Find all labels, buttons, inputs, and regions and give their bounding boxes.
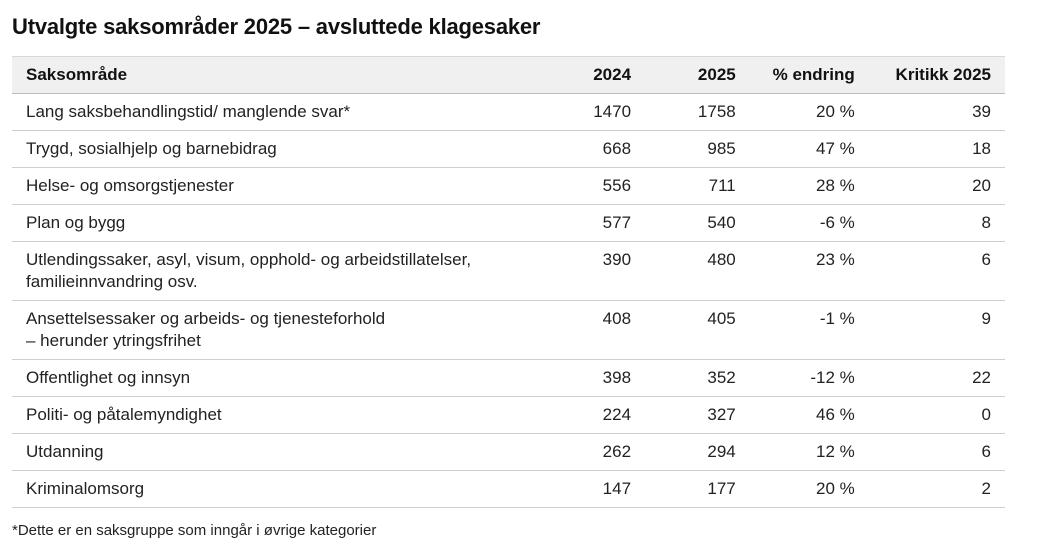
cell-2024: 668 (548, 130, 646, 168)
cell-kritikk: 6 (868, 241, 1005, 301)
data-table: Saksområde 2024 2025 % endring Kritikk 2… (12, 56, 1005, 508)
cell-saksomrade-line: Helse- og omsorgstjenester (26, 176, 234, 195)
cell-2024: 408 (548, 300, 646, 360)
cell-endring: -6 % (749, 204, 869, 242)
column-header-saksomrade: Saksområde (12, 56, 549, 94)
cell-2024: 577 (548, 204, 646, 242)
cell-2024: 262 (548, 433, 646, 471)
cell-saksomrade: Helse- og omsorgstjenester (12, 167, 549, 205)
cell-2025: 352 (645, 359, 750, 397)
cell-kritikk: 39 (868, 93, 1005, 131)
cell-endring: -1 % (749, 300, 869, 360)
cell-saksomrade-line: – herunder ytringsfrihet (26, 331, 201, 350)
cell-saksomrade-line: Trygd, sosialhjelp og barnebidrag (26, 139, 277, 158)
cell-endring: -12 % (749, 359, 869, 397)
cell-saksomrade-line: Utdanning (26, 442, 104, 461)
table-row: Helse- og omsorgstjenester 556 711 28 % 20 (12, 167, 1005, 205)
column-header-endring: % endring (749, 56, 869, 94)
column-header-2025: 2025 (645, 56, 750, 94)
cell-kritikk: 22 (868, 359, 1005, 397)
table-row: Offentlighet og innsyn 398 352 -12 % 22 (12, 359, 1005, 397)
cell-saksomrade-line: familieinnvandring osv. (26, 272, 198, 291)
cell-endring: 46 % (749, 396, 869, 434)
cell-saksomrade-line: Politi- og påtalemyndighet (26, 405, 222, 424)
cell-saksomrade: Ansettelsessaker og arbeids- og tjeneste… (12, 300, 549, 360)
cell-2024: 556 (548, 167, 646, 205)
column-header-kritikk: Kritikk 2025 (868, 56, 1005, 94)
cell-2025: 711 (645, 167, 750, 205)
cell-saksomrade-line: Lang saksbehandlingstid/ manglende svar* (26, 102, 351, 121)
cell-2025: 480 (645, 241, 750, 301)
cell-2025: 177 (645, 470, 750, 508)
cell-endring: 47 % (749, 130, 869, 168)
table-row: Trygd, sosialhjelp og barnebidrag 668 985 4… (12, 130, 1005, 168)
cell-saksomrade-line: Utlendingssaker, asyl, visum, opphold- o… (26, 250, 472, 269)
cell-kritikk: 8 (868, 204, 1005, 242)
cell-saksomrade-line: Kriminalomsorg (26, 479, 145, 498)
table-row: Politi- og påtalemyndighet 224 327 46 % 0 (12, 396, 1005, 434)
table-row: Ansettelsessaker og arbeids- og tjeneste… (12, 300, 1005, 360)
column-header-2024: 2024 (548, 56, 646, 94)
cell-saksomrade: Trygd, sosialhjelp og barnebidrag (12, 130, 549, 168)
table-row: Utdanning 262 294 12 % 6 (12, 433, 1005, 471)
cell-kritikk: 0 (868, 396, 1005, 434)
table-header-row: Saksområde 2024 2025 % endring Kritikk 2… (12, 56, 1005, 94)
cell-2024: 1470 (548, 93, 646, 131)
table-body: Lang saksbehandlingstid/ manglende svar*… (12, 93, 1005, 508)
cell-saksomrade-line: Ansettelsessaker og arbeids- og tjeneste… (26, 309, 386, 328)
cell-kritikk: 2 (868, 470, 1005, 508)
cell-2025: 1758 (645, 93, 750, 131)
table-row: Kriminalomsorg 147 177 20 % 2 (12, 470, 1005, 508)
cell-endring: 20 % (749, 93, 869, 131)
cell-saksomrade-line: Plan og bygg (26, 213, 126, 232)
cell-saksomrade: Lang saksbehandlingstid/ manglende svar* (12, 93, 549, 131)
cell-endring: 23 % (749, 241, 869, 301)
cell-2025: 294 (645, 433, 750, 471)
cell-endring: 28 % (749, 167, 869, 205)
cell-saksomrade: Politi- og påtalemyndighet (12, 396, 549, 434)
cell-saksomrade: Utdanning (12, 433, 549, 471)
footnote: *Dette er en saksgruppe som inngår i øvr… (12, 522, 377, 539)
cell-2024: 398 (548, 359, 646, 397)
table-title: Utvalgte saksområder 2025 – avsluttede k… (12, 14, 541, 39)
cell-kritikk: 6 (868, 433, 1005, 471)
cell-2024: 390 (548, 241, 646, 301)
cell-endring: 20 % (749, 470, 869, 508)
table-row: Utlendingssaker, asyl, visum, opphold- o… (12, 241, 1005, 301)
cell-endring: 12 % (749, 433, 869, 471)
cell-saksomrade: Offentlighet og innsyn (12, 359, 549, 397)
cell-2025: 405 (645, 300, 750, 360)
cell-saksomrade: Plan og bygg (12, 204, 549, 242)
cell-2025: 327 (645, 396, 750, 434)
cell-kritikk: 18 (868, 130, 1005, 168)
cell-kritikk: 9 (868, 300, 1005, 360)
cell-2024: 147 (548, 470, 646, 508)
cell-2025: 540 (645, 204, 750, 242)
table-row: Lang saksbehandlingstid/ manglende svar*… (12, 93, 1005, 131)
cell-saksomrade: Utlendingssaker, asyl, visum, opphold- o… (12, 241, 549, 301)
cell-saksomrade: Kriminalomsorg (12, 470, 549, 508)
cell-kritikk: 20 (868, 167, 1005, 205)
cell-2024: 224 (548, 396, 646, 434)
table-row: Plan og bygg 577 540 -6 % 8 (12, 204, 1005, 242)
cell-saksomrade-line: Offentlighet og innsyn (26, 368, 191, 387)
cell-2025: 985 (645, 130, 750, 168)
